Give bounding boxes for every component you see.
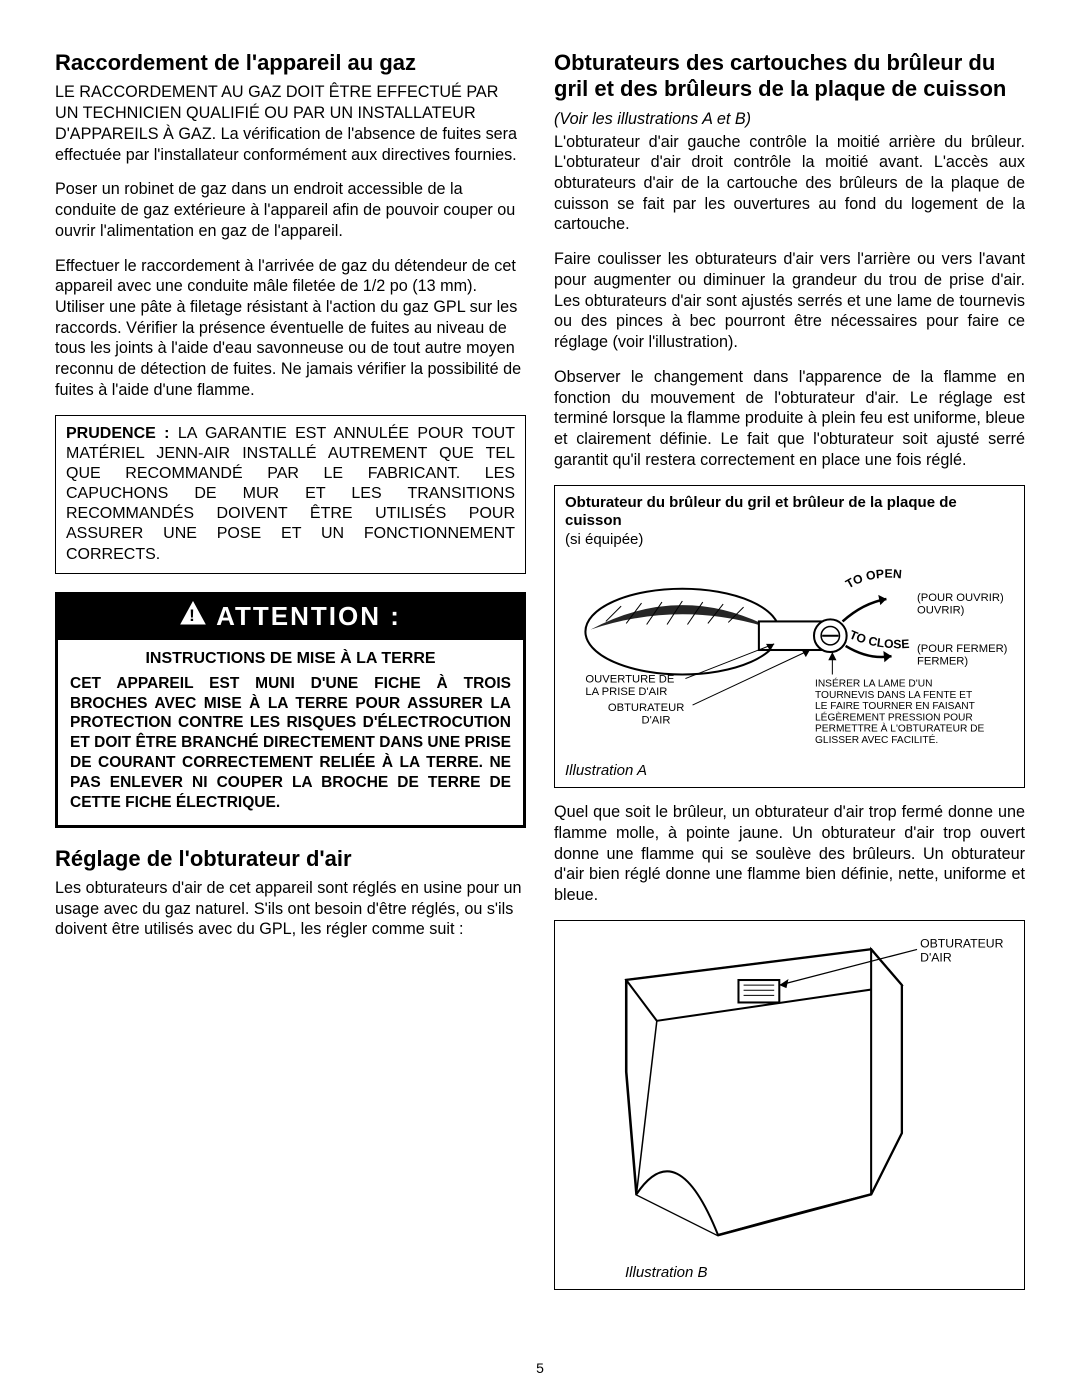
illustration-b-svg: OBTURATEUR D'AIR bbox=[565, 929, 1014, 1256]
prudence-text: LA GARANTIE EST ANNULÉE POUR TOUT MATÉRI… bbox=[66, 425, 515, 563]
svg-text:LE FAIRE TOURNER EN FAISANT: LE FAIRE TOURNER EN FAISANT bbox=[815, 701, 975, 712]
svg-text:OUVERTURE DE: OUVERTURE DE bbox=[585, 673, 674, 685]
paragraph: Faire coulisser les obturateurs d'air ve… bbox=[554, 249, 1025, 353]
svg-text:INSÉRER LA LAME D'UN: INSÉRER LA LAME D'UN bbox=[815, 677, 932, 690]
see-illustrations: (Voir les illustrations A et B) bbox=[554, 109, 1025, 130]
svg-text:D'AIR: D'AIR bbox=[920, 950, 952, 964]
svg-text:!: ! bbox=[189, 606, 197, 625]
prudence-label: PRUDENCE : bbox=[66, 425, 170, 442]
paragraph: L'obturateur d'air gauche contrôle la mo… bbox=[554, 132, 1025, 236]
svg-text:TOURNEVIS DANS LA FENTE ET: TOURNEVIS DANS LA FENTE ET bbox=[815, 690, 972, 701]
svg-text:OBTURATEUR: OBTURATEUR bbox=[608, 702, 684, 714]
attention-text: CET APPAREIL EST MUNI D'UNE FICHE À TROI… bbox=[70, 674, 511, 813]
attention-box: ! ATTENTION : INSTRUCTIONS DE MISE À LA … bbox=[55, 592, 526, 828]
svg-text:(POUR OUVRIR): (POUR OUVRIR) bbox=[917, 592, 1004, 604]
svg-text:GLISSER AVEC FACILITÉ.: GLISSER AVEC FACILITÉ. bbox=[815, 733, 938, 746]
svg-text:LA PRISE D'AIR: LA PRISE D'AIR bbox=[585, 686, 667, 698]
svg-text:OBTURATEUR: OBTURATEUR bbox=[920, 936, 1004, 950]
illustration-b-caption: Illustration B bbox=[625, 1264, 1014, 1283]
paragraph: Poser un robinet de gaz dans un endroit … bbox=[55, 179, 526, 241]
page-number: 5 bbox=[0, 1360, 1080, 1376]
heading-air-shutter: Réglage de l'obturateur d'air bbox=[55, 846, 526, 872]
svg-text:(POUR FERMER): (POUR FERMER) bbox=[917, 643, 1008, 655]
paragraph: Quel que soit le brûleur, un obturateur … bbox=[554, 802, 1025, 906]
illustration-a-box: Obturateur du brûleur du gril et brûleur… bbox=[554, 485, 1025, 789]
svg-text:FERMER): FERMER) bbox=[917, 655, 968, 667]
svg-text:TO CLOSE: TO CLOSE bbox=[848, 627, 910, 651]
illustration-a-sub: (si équipée) bbox=[565, 531, 1014, 550]
attention-title: ATTENTION : bbox=[216, 601, 401, 632]
warning-triangle-icon: ! bbox=[180, 601, 206, 632]
paragraph: Effectuer le raccordement à l'arrivée de… bbox=[55, 256, 526, 401]
paragraph: Les obturateurs d'air de cet appareil so… bbox=[55, 878, 526, 940]
heading-cartridge-shutters: Obturateurs des cartouches du brûleur du… bbox=[554, 50, 1025, 103]
illustration-a-caption: Illustration A bbox=[565, 762, 1014, 781]
attention-header: ! ATTENTION : bbox=[58, 595, 523, 640]
page-content: Raccordement de l'appareil au gaz LE RAC… bbox=[0, 0, 1080, 1360]
illustration-a-svg: TO OPEN (POUR OUVRIR) OUVRIR) TO CLOSE (… bbox=[565, 550, 1014, 754]
paragraph: LE RACCORDEMENT AU GAZ DOIT ÊTRE EFFECTU… bbox=[55, 82, 526, 165]
illustration-b-box: OBTURATEUR D'AIR Illustration B bbox=[554, 920, 1025, 1290]
heading-gas-connection: Raccordement de l'appareil au gaz bbox=[55, 50, 526, 76]
illustration-a-title: Obturateur du brûleur du gril et brûleur… bbox=[565, 494, 1014, 532]
svg-text:OUVRIR): OUVRIR) bbox=[917, 604, 965, 616]
svg-text:D'AIR: D'AIR bbox=[642, 714, 671, 726]
paragraph: Observer le changement dans l'apparence … bbox=[554, 367, 1025, 471]
attention-subtitle: INSTRUCTIONS DE MISE À LA TERRE bbox=[70, 650, 511, 668]
svg-text:LÉGÈREMENT PRESSION POUR: LÉGÈREMENT PRESSION POUR bbox=[815, 710, 973, 723]
prudence-box: PRUDENCE : LA GARANTIE EST ANNULÉE POUR … bbox=[55, 415, 526, 574]
svg-text:TO OPEN: TO OPEN bbox=[843, 566, 902, 591]
svg-text:PERMETTRE À L'OBTURATEUR DE: PERMETTRE À L'OBTURATEUR DE bbox=[815, 721, 985, 734]
